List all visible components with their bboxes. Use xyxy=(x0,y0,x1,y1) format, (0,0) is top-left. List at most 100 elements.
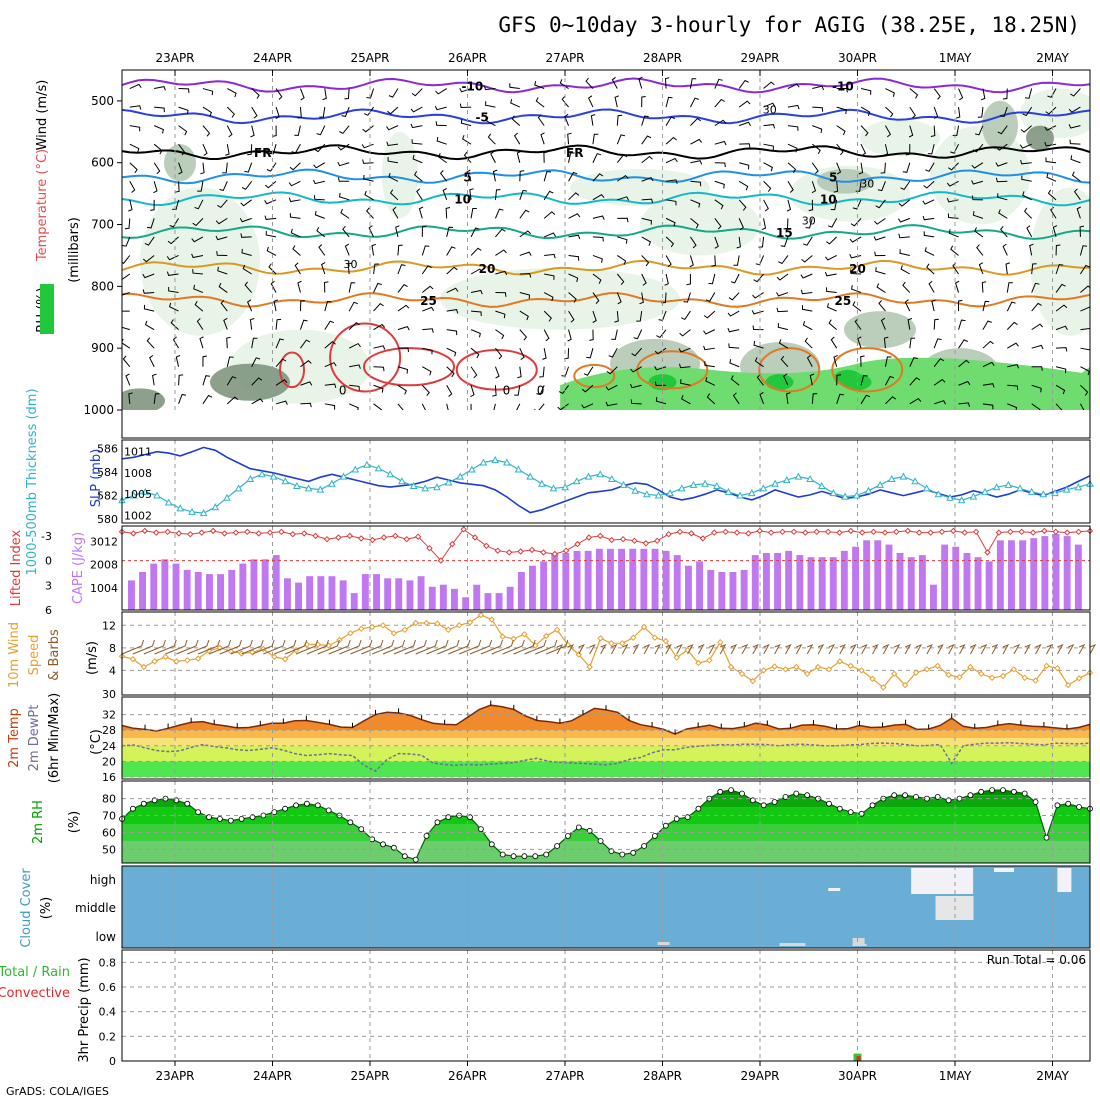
wind-barb xyxy=(194,301,204,312)
lifted-index-marker xyxy=(631,537,638,545)
wind-barb xyxy=(641,273,647,286)
wind-barb xyxy=(1080,285,1090,293)
wind-barb xyxy=(689,255,694,268)
wind-barb xyxy=(122,273,131,281)
wind-barb xyxy=(629,383,642,389)
wind-barb xyxy=(824,271,837,277)
wind-barb xyxy=(461,135,472,145)
wind-barb xyxy=(703,345,715,351)
contour-zero-label: 0 xyxy=(503,384,511,398)
wind-barb xyxy=(972,143,984,153)
wind-barb xyxy=(422,328,434,333)
cape-bar xyxy=(885,544,893,610)
lifted-index-marker xyxy=(403,535,410,543)
thickness-marker xyxy=(934,490,943,498)
wind-barb xyxy=(125,373,131,386)
isotherm-line xyxy=(122,292,1090,308)
cloud-level-label: high xyxy=(90,873,116,887)
wind-speed-marker xyxy=(477,611,485,619)
wind-barb xyxy=(690,138,703,145)
wind-barb xyxy=(1031,366,1043,371)
wind-barb xyxy=(830,336,838,349)
cape-bar xyxy=(161,559,169,610)
wind-barb xyxy=(568,254,580,261)
wind-barb xyxy=(705,376,716,386)
wind-barb xyxy=(568,292,577,303)
slp-tick-label: 1005 xyxy=(124,488,152,501)
wind-barb xyxy=(706,393,716,405)
wind-barb xyxy=(655,397,667,405)
wind-barb xyxy=(630,399,642,405)
rh-marker xyxy=(652,833,658,839)
wind-barb xyxy=(714,199,724,210)
date-tick-label-bottom: 2MAY xyxy=(1036,1069,1069,1083)
cape-bar xyxy=(1052,534,1060,610)
wind-barb xyxy=(483,85,496,91)
wind-barb xyxy=(736,236,741,249)
thickness-marker xyxy=(398,477,406,485)
wind-barb xyxy=(811,393,818,404)
wind-barb xyxy=(387,106,399,115)
thickness-marker xyxy=(654,491,663,499)
cape-bar xyxy=(395,578,403,610)
lifted-index-marker xyxy=(414,533,422,540)
wind-barb xyxy=(122,355,131,368)
wind-barb xyxy=(344,243,350,256)
wind-barb xyxy=(275,358,287,368)
wind-barb xyxy=(534,80,545,90)
thickness-marker xyxy=(841,492,849,500)
wind-barb xyxy=(1079,403,1085,410)
wind-barb xyxy=(711,255,716,267)
cape-bar xyxy=(651,548,659,610)
lifted-index-marker xyxy=(528,546,536,554)
wind-barb xyxy=(289,162,301,171)
lifted-index-marker xyxy=(642,540,650,547)
wind-barb xyxy=(902,162,911,173)
wind-barb xyxy=(297,280,302,293)
thickness-marker xyxy=(724,487,733,495)
wind-barb xyxy=(1079,225,1085,237)
wind-barb xyxy=(874,251,886,257)
date-tick-label-top: 30APR xyxy=(838,51,877,65)
wind-barb-10m xyxy=(741,644,749,655)
temperature-axis-label: Temperature (°C) xyxy=(35,149,50,262)
wind-barb xyxy=(958,319,966,330)
thickness-marker xyxy=(712,481,721,489)
y-tick-label: 600 xyxy=(91,156,114,170)
wind-barb xyxy=(616,114,623,126)
cape-bar xyxy=(373,574,380,610)
wind-barb xyxy=(222,162,228,174)
thickness-marker xyxy=(269,472,278,480)
lifted-index-marker xyxy=(733,529,741,536)
wind-barb-10m xyxy=(1024,644,1031,655)
wind-barb xyxy=(763,162,774,172)
cape-bar xyxy=(896,553,904,610)
wind-barb xyxy=(250,125,255,138)
wind-barb xyxy=(971,195,983,201)
wind-barb xyxy=(202,375,210,386)
wind-barb xyxy=(242,264,252,275)
isotherm-line xyxy=(122,224,1090,241)
thickness-line xyxy=(121,459,1091,514)
cape-bar xyxy=(662,550,670,610)
cape-bar xyxy=(952,546,960,610)
wind-barb xyxy=(998,209,1008,219)
wind-barb xyxy=(587,95,594,108)
wind-barb-10m xyxy=(959,644,966,655)
wind-barb xyxy=(996,143,1008,151)
wind-barb xyxy=(202,355,207,367)
wind-barb xyxy=(664,77,670,89)
wind-barb xyxy=(592,236,604,242)
wind-speed-marker xyxy=(151,658,158,665)
wind-barb-10m xyxy=(1056,644,1064,655)
wind-barb xyxy=(679,329,691,337)
wind-barb xyxy=(758,236,765,248)
lifted-index-marker xyxy=(323,535,331,543)
wind-speed-marker xyxy=(1075,675,1083,682)
panel-frame xyxy=(121,865,1091,949)
wind-barb xyxy=(513,132,521,145)
cape-bar xyxy=(685,565,692,610)
rh-marker xyxy=(184,800,191,807)
isotherm-label: -10 xyxy=(832,79,854,93)
rh-marker xyxy=(488,841,495,848)
